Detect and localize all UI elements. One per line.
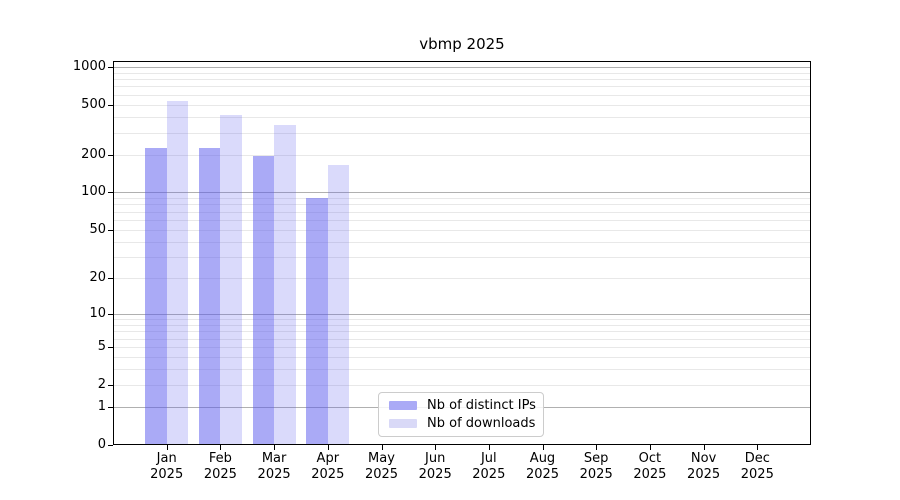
y-tick-label: 0 (97, 437, 106, 452)
x-axis-tick (649, 445, 651, 450)
y-tick-label: 10 (89, 305, 106, 321)
y-axis-tick (108, 66, 113, 68)
x-tick-label-jan: Jan 2025 (150, 451, 184, 482)
gridline-minor (113, 78, 811, 80)
gridline-minor (113, 346, 811, 348)
legend-label: Nb of distinct IPs (427, 397, 536, 413)
y-axis-tick (108, 229, 113, 231)
legend-item: Nb of distinct IPs (389, 397, 536, 413)
x-tick-label-nov: Nov 2025 (687, 451, 721, 482)
gridline-major (113, 66, 811, 68)
gridline-minor (113, 384, 811, 386)
gridline-minor (113, 132, 811, 134)
gridline-minor (113, 198, 811, 199)
gridline-minor (113, 104, 811, 106)
y-tick-label: 100 (81, 184, 106, 200)
legend-label: Nb of downloads (427, 415, 536, 431)
y-axis-tick (108, 278, 113, 280)
x-axis-tick (435, 445, 437, 450)
gridline-major (113, 313, 811, 315)
y-tick-label: 1 (97, 399, 106, 414)
y-axis-tick (108, 384, 113, 386)
y-axis-tick (108, 104, 113, 106)
x-tick-label-apr: Apr 2025 (311, 451, 345, 482)
gridline-minor (113, 154, 811, 156)
bar-nb-of-downloads-mar (274, 124, 296, 445)
gridline-minor (113, 331, 811, 333)
x-tick-label-jul: Jul 2025 (472, 451, 506, 482)
x-tick-label-aug: Aug 2025 (525, 451, 560, 482)
gridline-minor (113, 318, 811, 320)
x-tick-label-feb: Feb 2025 (203, 451, 237, 482)
bar-nb-of-distinct-ips-apr (306, 198, 328, 445)
gridline-minor (113, 211, 811, 213)
gridline-minor (113, 356, 811, 358)
gridline-minor (113, 324, 811, 326)
gridline-minor (113, 72, 811, 74)
y-tick-label: 500 (81, 96, 106, 112)
legend-item: Nb of downloads (389, 415, 536, 431)
x-tick-label-dec: Dec 2025 (740, 451, 774, 482)
x-tick-label-may: May 2025 (364, 451, 399, 482)
x-axis-tick (703, 445, 705, 450)
plot-area (113, 61, 811, 445)
bar-nb-of-downloads-jan (166, 100, 189, 445)
gridline-major (113, 192, 811, 194)
x-axis-tick (220, 445, 222, 450)
legend-swatch-distinct-ips (389, 400, 417, 410)
gridline-minor (113, 94, 811, 96)
y-tick-label: 50 (89, 221, 106, 237)
bar-nb-of-distinct-ips-mar (252, 156, 275, 445)
chart-title: vbmp 2025 (419, 35, 505, 53)
y-axis-tick (108, 346, 113, 348)
x-axis-tick (327, 445, 329, 450)
y-axis-tick (108, 154, 113, 156)
y-tick-label: 2 (97, 376, 106, 392)
bar-nb-of-downloads-apr (327, 165, 350, 445)
x-axis-tick (381, 445, 383, 450)
gridline-minor (113, 338, 811, 340)
y-tick-label: 5 (97, 338, 106, 354)
gridline-minor (113, 86, 811, 88)
x-axis-tick (542, 445, 544, 450)
gridline-minor (113, 278, 811, 280)
y-tick-label: 1000 (72, 58, 106, 74)
legend-swatch-downloads (389, 418, 417, 428)
gridline-minor (113, 204, 811, 206)
x-axis-tick (274, 445, 276, 450)
x-tick-label-jun: Jun 2025 (418, 451, 452, 482)
x-tick-label-oct: Oct 2025 (633, 451, 667, 482)
y-tick-label: 200 (81, 146, 106, 162)
gridline-minor (113, 116, 811, 118)
y-tick-label: 20 (89, 270, 106, 286)
y-axis-tick (108, 407, 113, 408)
gridline-minor (113, 219, 811, 221)
x-axis-tick (488, 445, 490, 450)
x-axis-tick (166, 445, 168, 450)
gridline-minor (113, 241, 811, 243)
gridline-minor (113, 229, 811, 231)
y-axis-tick (108, 313, 113, 315)
y-axis-tick (108, 445, 113, 446)
gridline-minor (113, 257, 811, 258)
x-tick-label-sep: Sep 2025 (579, 451, 613, 482)
bar-nb-of-downloads-feb (220, 115, 242, 445)
x-tick-label-mar: Mar 2025 (257, 451, 291, 482)
x-axis-tick (596, 445, 598, 450)
x-axis-tick (757, 445, 759, 450)
gridline-minor (113, 369, 811, 371)
bar-nb-of-distinct-ips-jan (145, 148, 167, 445)
y-axis-tick (108, 192, 113, 194)
bar-nb-of-distinct-ips-feb (198, 148, 221, 445)
legend: Nb of distinct IPs Nb of downloads (378, 392, 544, 437)
